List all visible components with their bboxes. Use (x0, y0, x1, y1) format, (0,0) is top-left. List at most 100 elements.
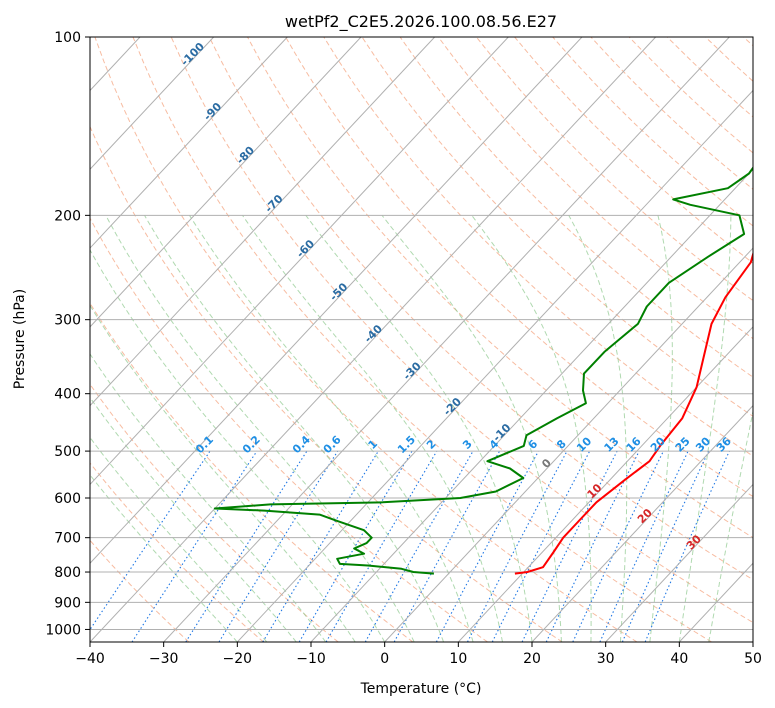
isotherm-label: -60 (294, 237, 317, 260)
moist-adiabat (90, 396, 297, 642)
dry-adiabat (437, 37, 753, 340)
isotherm-label: -80 (234, 144, 257, 167)
isotherm-line (236, 89, 753, 642)
moist-adiabat (242, 215, 503, 642)
mixing-ratio-line (572, 450, 664, 642)
dry-adiabat (666, 37, 753, 118)
dry-adiabat (285, 37, 753, 498)
y-tick-label: 700 (54, 531, 81, 547)
moist-adiabat (381, 214, 562, 642)
mixing-ratio-line (262, 450, 379, 642)
isotherm-line (90, 37, 436, 407)
dry-adiabat (399, 37, 753, 378)
moist-adiabat (90, 304, 356, 642)
y-tick-label: 400 (54, 387, 81, 403)
y-tick-label: 100 (54, 30, 81, 46)
dry-adiabat (90, 302, 414, 642)
dry-adiabat (170, 37, 753, 624)
mixing-ratio-line (393, 450, 501, 642)
isotherm-label: -90 (201, 100, 224, 123)
mixing-ratio-label: 25 (673, 435, 693, 455)
x-tick-label: −40 (75, 651, 105, 667)
mixing-ratio-line (491, 450, 591, 642)
plot-frame (89, 36, 754, 643)
x-tick-label: 40 (670, 651, 688, 667)
moist-adiabat (90, 474, 238, 642)
isotherm-line (531, 404, 753, 642)
x-tick-label: 0 (380, 651, 389, 667)
x-axis-label: Temperature (°C) (360, 681, 482, 697)
dry-adiabat (132, 37, 712, 642)
x-tick-label: −30 (149, 651, 179, 667)
dry-adiabat (90, 217, 488, 642)
mixing-ratio-line (185, 450, 308, 642)
mixing-ratio-line (521, 450, 618, 642)
mixing-ratio-label: 0.2 (240, 433, 263, 456)
y-tick-label: 800 (54, 565, 81, 581)
y-tick-label: 200 (54, 208, 81, 224)
dry-adiabat (90, 539, 190, 642)
isotherm-line (90, 37, 362, 328)
x-tick-label: 20 (523, 651, 541, 667)
isotherm-line (752, 641, 753, 642)
mixing-ratio-line (364, 450, 474, 642)
moist-adiabat (189, 215, 474, 642)
isotherm-line (90, 37, 509, 486)
mixing-ratio-label: 8 (554, 437, 569, 452)
mixing-ratio-label: 0.4 (290, 433, 313, 456)
dry-adiabat (90, 125, 563, 642)
x-tick-label: −20 (223, 651, 253, 667)
y-axis-label: Pressure (hPa) (12, 289, 28, 389)
isotherm-line (90, 37, 583, 564)
isotherm-line (163, 37, 730, 642)
mixing-ratio-label: 6 (526, 437, 541, 452)
x-tick-label: −10 (296, 651, 326, 667)
isotherm-line (310, 168, 753, 642)
mixing-ratio-label: 0.1 (193, 433, 216, 456)
dewpoint-profile-line (213, 166, 753, 575)
moist-adiabat (90, 436, 268, 642)
mixing-ratio-label: 2 (424, 437, 439, 452)
chart-title: wetPf2_C2E5.2026.100.08.56.E27 (285, 12, 557, 32)
moist-adiabat (471, 215, 592, 642)
moist-adiabat (105, 215, 415, 642)
isotherm-line (90, 37, 657, 642)
mixing-ratio-label: 1 (366, 437, 381, 452)
mixing-ratio-line (90, 450, 211, 631)
mixing-ratio-line (467, 450, 568, 642)
y-tick-label: 300 (54, 313, 81, 329)
mixing-ratio-line (218, 450, 339, 642)
x-tick-label: 30 (597, 651, 615, 667)
isotherm-line (0, 37, 66, 642)
y-tick-label: 1000 (45, 622, 81, 638)
y-tick-label: 500 (54, 444, 81, 460)
isotherm-label: -40 (362, 322, 385, 345)
isotherm-label: -20 (441, 395, 464, 418)
moist-adiabat (568, 215, 628, 642)
mixing-ratio-line (435, 450, 539, 642)
isotherm-label: 30 (684, 532, 704, 552)
mixing-ratio-line (599, 450, 689, 642)
x-tick-label: 10 (449, 651, 467, 667)
moist-adiabat (708, 408, 753, 642)
dry-adiabat (323, 37, 753, 457)
y-tick-label: 900 (54, 595, 81, 611)
x-tick-label: 50 (744, 651, 762, 667)
dry-adiabat (90, 462, 264, 642)
moist-adiabat (678, 215, 732, 642)
moist-adiabat (90, 248, 386, 642)
y-tick-label: 600 (54, 491, 81, 507)
isotherm-line (457, 326, 753, 642)
isotherm-label: -70 (262, 192, 285, 215)
isotherm-label: -100 (178, 40, 207, 69)
moist-adiabat (649, 215, 673, 642)
isotherm-line (384, 247, 753, 642)
dry-adiabat (90, 383, 339, 642)
dry-adiabat (743, 37, 753, 47)
isotherm-line (605, 483, 753, 642)
moist-adiabat (144, 215, 445, 642)
moist-adiabat (305, 215, 533, 642)
isotherm-line (90, 37, 288, 249)
isotherm-label: -50 (327, 280, 350, 303)
